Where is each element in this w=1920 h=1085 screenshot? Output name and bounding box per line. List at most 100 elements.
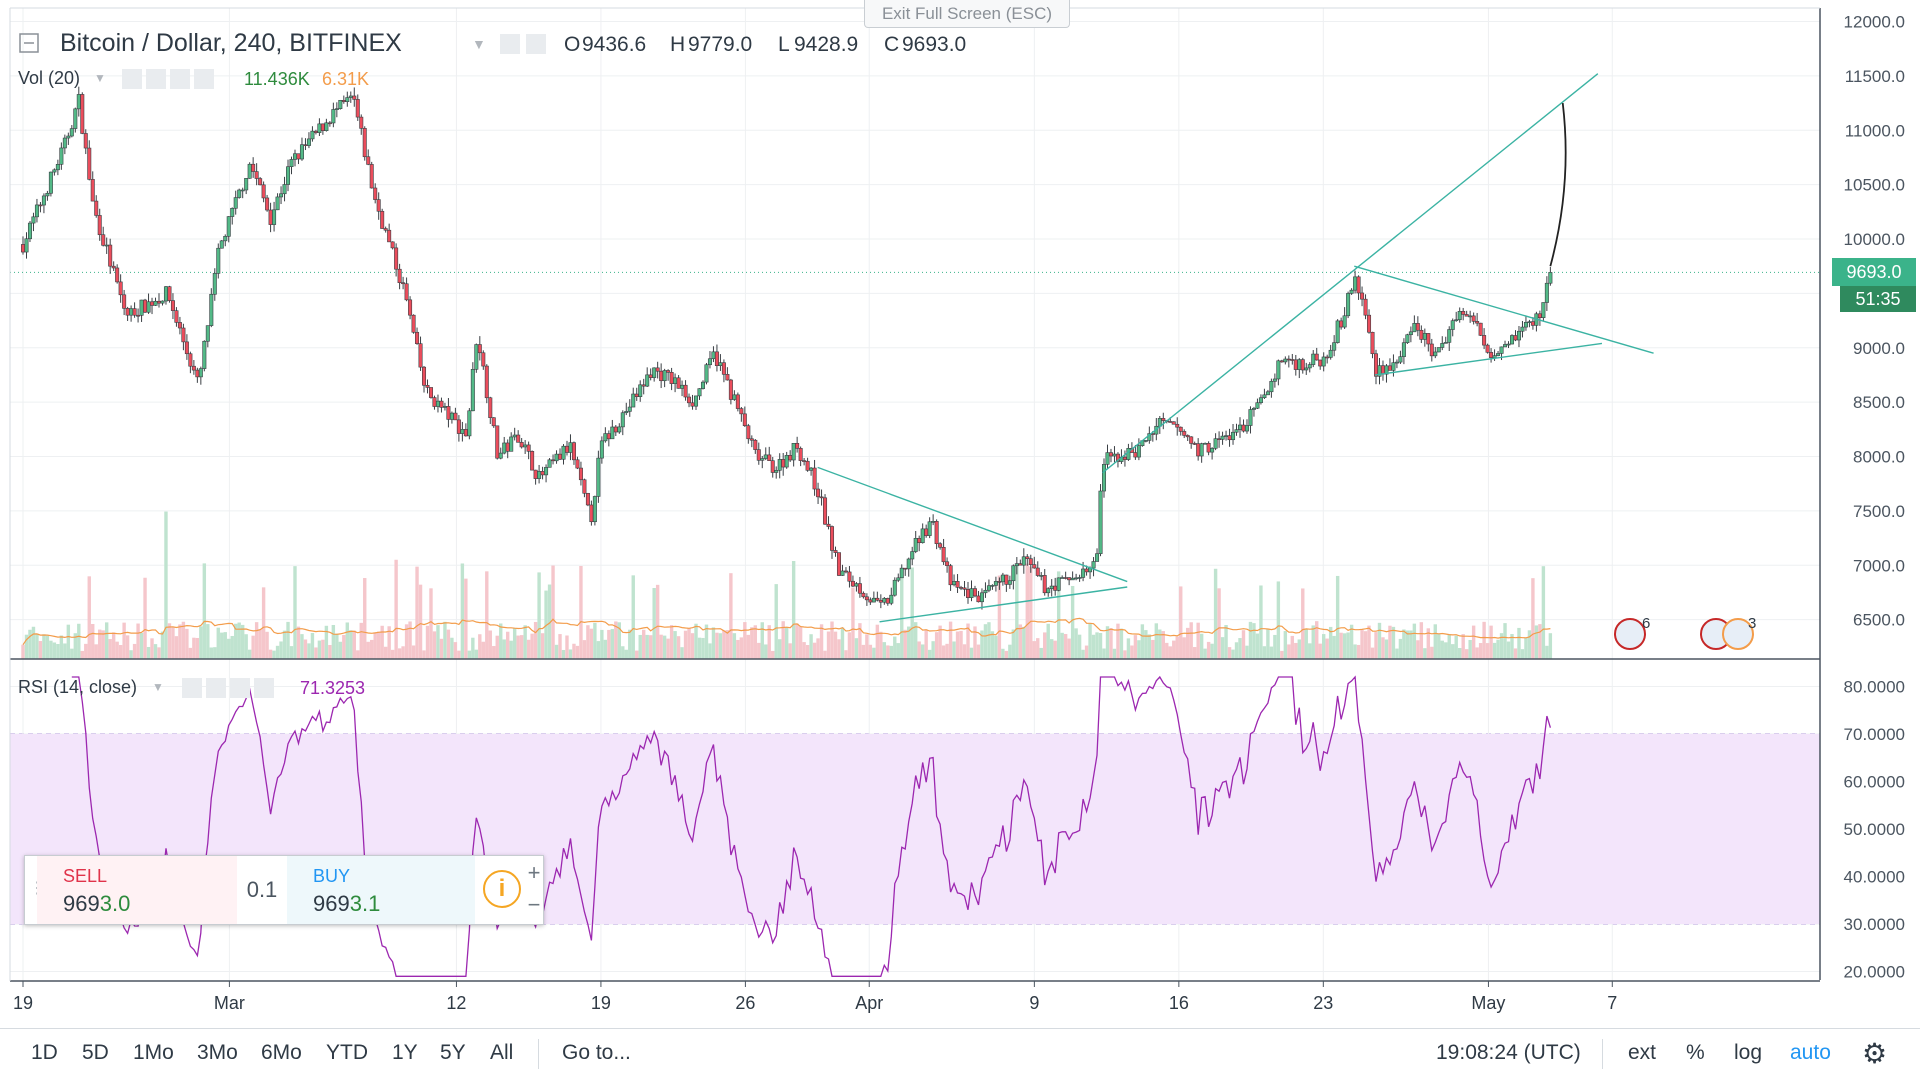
volume-hide-icon[interactable] xyxy=(122,69,142,89)
buy-button[interactable]: BUY 9693.1 xyxy=(287,856,475,924)
volume-bar xyxy=(1485,643,1490,659)
candle-body xyxy=(1523,321,1528,328)
volume-bar xyxy=(966,623,970,659)
candle-body xyxy=(830,526,835,551)
time-tick-label: 16 xyxy=(1169,993,1189,1013)
candle-body xyxy=(868,599,873,603)
volume-dropdown-icon[interactable]: ▼ xyxy=(94,71,106,85)
rsi-label[interactable]: RSI (14, close) xyxy=(18,677,137,697)
range-ytd-button[interactable]: YTD xyxy=(326,1041,368,1064)
candle-body xyxy=(721,362,726,375)
volume-bar xyxy=(1259,585,1263,659)
candle-body xyxy=(1293,359,1298,370)
volume-bar xyxy=(757,642,761,659)
volume-label[interactable]: Vol (20) xyxy=(18,68,80,88)
range-5d-button[interactable]: 5D xyxy=(82,1041,109,1064)
volume-bar xyxy=(1116,623,1120,659)
quantity-field[interactable]: 0.1 xyxy=(246,877,278,902)
candle-body xyxy=(728,379,733,400)
settings-icon[interactable] xyxy=(526,34,546,54)
volume-bar xyxy=(1004,650,1009,659)
candle-body xyxy=(1168,421,1173,423)
volume-bar xyxy=(673,631,677,659)
minus-icon[interactable]: − xyxy=(527,892,541,917)
info-icon[interactable]: i xyxy=(483,870,521,908)
range-5y-button[interactable]: 5Y xyxy=(440,1041,466,1064)
sell-button[interactable]: SELL 9693.0 xyxy=(37,856,237,924)
candle-body xyxy=(111,265,116,269)
volume-bar xyxy=(282,630,287,659)
candle-body xyxy=(931,521,936,523)
candle-body xyxy=(1537,313,1542,319)
rsi-hide-icon[interactable] xyxy=(182,678,202,698)
candle-body xyxy=(1126,448,1131,460)
log-scale-toggle[interactable]: log xyxy=(1734,1041,1763,1064)
volume-bar xyxy=(760,622,764,659)
symbol-dropdown-icon[interactable]: ▼ xyxy=(472,36,486,52)
candle-body xyxy=(24,238,29,253)
volume-bar xyxy=(1123,650,1127,659)
candle-body xyxy=(1251,407,1256,410)
range-1y-button[interactable]: 1Y xyxy=(392,1041,418,1064)
trendline[interactable] xyxy=(1102,73,1599,474)
volume-close-icon[interactable] xyxy=(194,69,214,89)
range-3mo-button[interactable]: 3Mo xyxy=(197,1041,238,1064)
volume-bar xyxy=(394,559,398,659)
collapse-icon[interactable] xyxy=(19,33,39,53)
candle-body xyxy=(1426,333,1431,345)
rsi-settings-icon[interactable] xyxy=(206,678,226,698)
exit-fullscreen-button[interactable]: Exit Full Screen (ESC) xyxy=(864,0,1070,28)
volume-settings-icon[interactable] xyxy=(146,69,166,89)
goto-date-button[interactable]: Go to... xyxy=(562,1041,631,1064)
rsi-close-icon[interactable] xyxy=(254,678,274,698)
rsi-dropdown-icon[interactable]: ▼ xyxy=(152,680,164,694)
candle-body xyxy=(1213,438,1218,449)
volume-bar xyxy=(1192,647,1197,659)
percent-scale-toggle[interactable]: % xyxy=(1686,1041,1705,1064)
trendline[interactable] xyxy=(817,466,1128,583)
auto-scale-toggle[interactable]: auto xyxy=(1790,1041,1831,1064)
hide-icon[interactable] xyxy=(500,34,520,54)
time-tick-label: 7 xyxy=(1607,993,1617,1013)
range-6mo-button[interactable]: 6Mo xyxy=(261,1041,302,1064)
range-1mo-button[interactable]: 1Mo xyxy=(133,1041,174,1064)
us-flag-event-icon[interactable] xyxy=(1614,618,1646,650)
volume-bar xyxy=(547,584,552,659)
projection-curve[interactable] xyxy=(1549,102,1567,267)
volume-bar xyxy=(708,643,712,659)
candle-body xyxy=(1530,321,1535,326)
volume-bar xyxy=(1161,631,1165,659)
ext-hours-toggle[interactable]: ext xyxy=(1628,1041,1657,1064)
volume-bar xyxy=(875,624,880,659)
candle-body xyxy=(798,448,803,461)
us-flag-event-icon[interactable] xyxy=(1722,618,1754,650)
candle-body xyxy=(1300,359,1305,371)
volume-bar xyxy=(1374,632,1378,659)
candle-body xyxy=(1468,315,1473,318)
trendline[interactable] xyxy=(1354,265,1654,354)
candle-body xyxy=(589,504,594,523)
volume-bar xyxy=(882,642,887,659)
gear-icon[interactable]: ⚙ xyxy=(1862,1038,1888,1069)
candle-body xyxy=(606,433,611,440)
range-1d-button[interactable]: 1D xyxy=(31,1041,58,1064)
volume-bar xyxy=(220,632,224,659)
volume-bar xyxy=(1130,645,1134,659)
candle-body xyxy=(230,207,235,217)
volume-bar xyxy=(725,630,730,659)
volume-bar xyxy=(694,623,698,659)
candle-body xyxy=(781,459,786,468)
rsi-more-icon[interactable] xyxy=(230,678,250,698)
candle-body xyxy=(917,538,922,544)
candle-body xyxy=(432,397,437,407)
volume-more-icon[interactable] xyxy=(170,69,190,89)
candle-body xyxy=(1415,323,1420,331)
range-all-button[interactable]: All xyxy=(490,1041,514,1064)
candle-body xyxy=(449,412,454,420)
symbol-title[interactable]: Bitcoin / Dollar, 240, BITFINEX xyxy=(60,29,402,57)
trendline[interactable] xyxy=(879,586,1128,623)
candle-body xyxy=(952,581,957,586)
trendline[interactable] xyxy=(1374,342,1603,376)
utc-clock[interactable]: 19:08:24 (UTC) xyxy=(1436,1041,1581,1064)
plus-icon[interactable]: + xyxy=(527,860,541,885)
